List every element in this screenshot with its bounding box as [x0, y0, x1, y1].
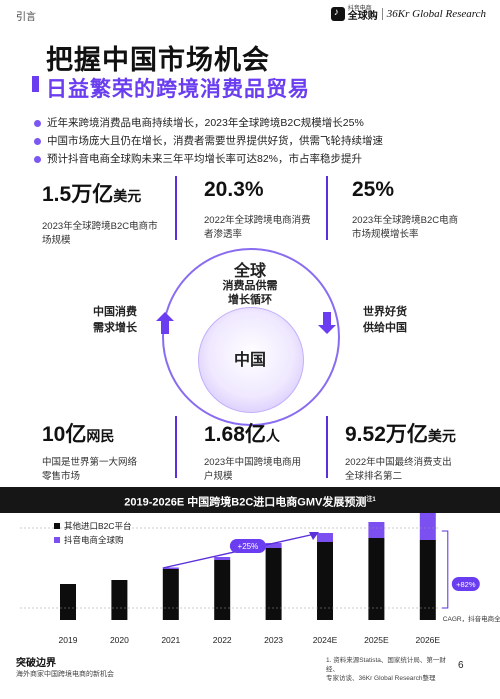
tiktok-icon	[330, 7, 345, 21]
chart-title: 2019-2026E 中国跨境B2C进口电商GMV发展预测注1	[0, 487, 500, 513]
stat-unit: 美元	[427, 428, 456, 444]
stat-desc: 中国是世界第一大网络零售市场	[42, 457, 138, 482]
page-subtitle: 日益繁荣的跨境消费品贸易	[46, 78, 310, 101]
growth-badge-right	[451, 577, 480, 591]
bar-other-2020	[111, 580, 128, 620]
bullet-text: 近年来跨境消费品电商持续增长，2023年全球跨境B2C规模增长25%	[47, 117, 364, 129]
stat-desc: 2023年全球跨境B2C电商市场规模	[42, 221, 158, 246]
growth-badge-right-text: +82%	[456, 580, 476, 589]
stat-unit: 人	[265, 428, 280, 444]
cycle-left-label: 中国消费 需求增长	[80, 304, 150, 336]
chart-legend: 其他进口B2C平台 抖音电商全球购	[54, 519, 132, 547]
bar-douyin-2024E	[317, 533, 333, 542]
stat-consumption: 9.52万亿美元 2022年中国最终消费支出全球排名第二	[345, 418, 475, 484]
bar-other-2023	[265, 548, 282, 620]
bullet-text: 中国市场庞大且仍在增长，消费者需要世界提供好货，供需飞轮持续增速	[47, 135, 383, 147]
footer-title: 突破边界	[16, 658, 56, 669]
bullet-item: 近年来跨境消费品电商持续增长，2023年全球跨境B2C规模增长25%	[34, 114, 474, 132]
page-title: 把握中国市场机会	[46, 45, 270, 75]
bar-other-2024E	[317, 542, 333, 620]
footnote-line: 专家访谈、36Kr Global Research整理	[326, 675, 436, 682]
legend-item: 抖音电商全球购	[54, 533, 132, 547]
stat-value: 10亿	[42, 423, 87, 446]
cycle-sub-line1: 消费品供需	[222, 280, 278, 292]
bar-douyin-2026E	[419, 513, 436, 540]
stat-desc: 2023年全球跨境B2C电商市场规模增长率	[352, 215, 459, 240]
partner-logo: 36Kr Global Research	[386, 8, 486, 20]
x-tick-2022: 2022	[213, 635, 232, 645]
cycle-right-line: 供给中国	[363, 322, 407, 334]
bar-other-2019	[60, 584, 76, 620]
bullet-list: 近年来跨境消费品电商持续增长，2023年全球跨境B2C规模增长25% 中国市场庞…	[34, 114, 474, 168]
cycle-left-line: 中国消费	[93, 306, 137, 318]
cycle-global-title: 全球	[233, 263, 266, 280]
stat-desc: 2022年全球跨境电商消费者渗透率	[204, 215, 311, 240]
footnote-line: 1. 资料来源Statista、国家统计局、第一财经、	[326, 657, 446, 673]
x-tick-2024E: 2024E	[313, 635, 338, 645]
down-arrow-icon	[318, 312, 336, 334]
stat-penetration: 20.3% 2022年全球跨境电商消费者渗透率	[204, 178, 316, 242]
brand-logos: 抖音电商 全球购 36Kr Global Research	[330, 6, 486, 22]
stat-value: 1.68亿	[204, 423, 266, 446]
footer-subtitle: 海外商家中国跨境电商的新机会	[16, 671, 114, 678]
bar-other-2021	[162, 569, 179, 620]
stat-b2c-market: 1.5万亿美元 2023年全球跨境B2C电商市场规模	[42, 178, 162, 248]
section-label: 引言	[16, 12, 36, 23]
douyin-logo: 抖音电商 全球购	[330, 6, 378, 22]
x-tick-2025E: 2025E	[364, 635, 389, 645]
stat-desc: 2023年中国跨境电商用户规模	[204, 457, 302, 482]
legend-item: 其他进口B2C平台	[54, 519, 132, 533]
stat-value: 1.5万亿	[42, 183, 114, 206]
stat-desc: 2022年中国最终消费支出全球排名第二	[345, 457, 452, 482]
gmv-chart: 2019 2020 2021 2022 2023 2024E 2025E 2026E +25% +…	[20, 513, 500, 645]
legend-swatch-other	[54, 523, 60, 529]
cagr-bracket	[441, 530, 449, 609]
subtitle-marker	[32, 76, 39, 92]
cycle-center-china: 中国	[233, 352, 266, 369]
x-tick-2026E: 2026E	[416, 635, 441, 645]
cagr-note: CAGR，抖音电商全球购	[443, 614, 500, 623]
cycle-outer-ring	[162, 248, 340, 426]
trend-arrow-head	[309, 532, 319, 540]
footnote: 1. 资料来源Statista、国家统计局、第一财经、 专家访谈、36Kr Gl…	[326, 656, 450, 683]
x-tick-2021: 2021	[161, 635, 180, 645]
stat-netizens: 10亿网民 中国是世界第一大网络零售市场	[42, 418, 162, 484]
stat-value: 20.3%	[204, 178, 264, 201]
legend-label: 抖音电商全球购	[64, 535, 124, 545]
douyin-small-text: 抖音电商	[347, 6, 372, 12]
stat-value: 25%	[352, 178, 395, 201]
cycle-right-label: 世界好货 供给中国	[350, 304, 420, 336]
stat-unit: 美元	[113, 188, 142, 204]
bar-other-2022	[214, 560, 231, 620]
stat-unit: 网民	[86, 428, 115, 444]
douyin-big-text: 全球购	[347, 11, 378, 22]
page-number: 6	[458, 660, 464, 671]
legend-swatch-douyin	[54, 537, 60, 543]
chart-title-note: 注1	[366, 497, 376, 503]
bar-douyin-2021	[162, 567, 179, 569]
x-tick-2023: 2023	[264, 635, 283, 645]
up-arrow-icon	[156, 312, 174, 334]
cycle-sub-line2: 增长循环	[228, 294, 272, 306]
stat-users: 1.68亿人 2023年中国跨境电商用户规模	[204, 418, 316, 484]
stat-value: 9.52万亿	[345, 423, 428, 446]
growth-badge-left-text: +25%	[238, 542, 259, 551]
bar-douyin-2025E	[368, 522, 385, 538]
growth-badge-left	[229, 539, 266, 553]
cycle-inner-circle	[198, 307, 304, 413]
bullet-text: 预计抖音电商全球购未来三年平均增长率可达82%，市占率稳步提升	[47, 153, 363, 165]
chart-title-text: 2019-2026E 中国跨境B2C进口电商GMV发展预测	[124, 496, 367, 509]
x-tick-2020: 2020	[110, 635, 129, 645]
x-tick-2019: 2019	[59, 635, 78, 645]
legend-label: 其他进口B2C平台	[64, 521, 132, 531]
bullet-item: 预计抖音电商全球购未来三年平均增长率可达82%，市占率稳步提升	[34, 150, 474, 168]
bar-other-2026E	[419, 540, 436, 620]
bar-douyin-2022	[214, 557, 231, 560]
bar-douyin-2023	[265, 543, 282, 548]
cycle-left-line: 需求增长	[93, 322, 137, 334]
bullet-item: 中国市场庞大且仍在增长，消费者需要世界提供好货，供需飞轮持续增速	[34, 132, 474, 150]
cycle-right-line: 世界好货	[363, 306, 407, 318]
stat-growth: 25% 2023年全球跨境B2C电商市场规模增长率	[352, 178, 464, 242]
bar-other-2025E	[368, 538, 385, 620]
